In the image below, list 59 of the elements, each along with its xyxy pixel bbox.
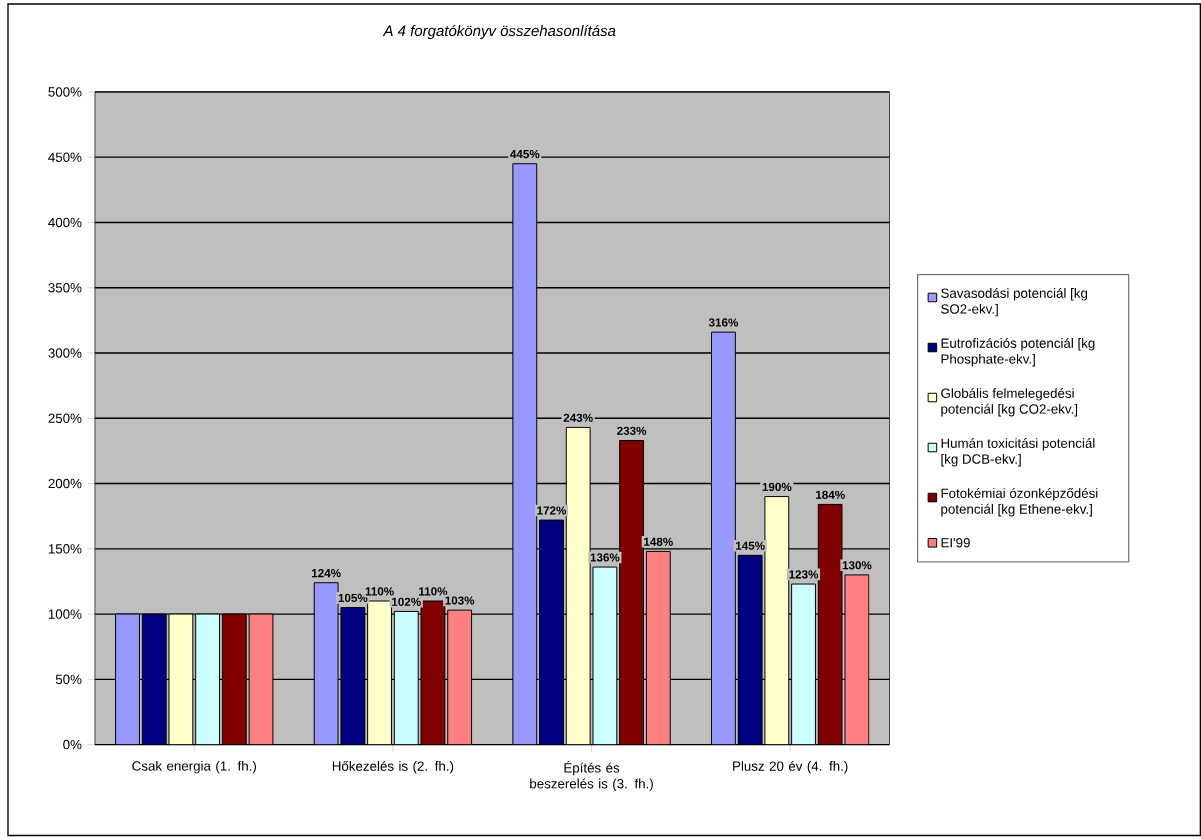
legend-label: Humán toxicitási potenciál [kg DCB-ekv.] <box>941 438 1095 467</box>
legend-label: Savasodási potenciál [kg SO2-ekv.] <box>941 288 1088 317</box>
y-tick-label: 300% <box>48 348 82 358</box>
data-label: 130% <box>842 561 872 570</box>
bar <box>764 496 790 745</box>
data-label: 190% <box>762 483 792 492</box>
bar <box>592 566 618 745</box>
data-label: 172% <box>537 506 567 515</box>
y-tick-label: 250% <box>48 413 82 424</box>
x-tick-label: Építés és beszerelés is (3. fh.) <box>530 761 653 792</box>
chart-title: A 4 forgatókönyv összehasonlítása <box>382 25 616 40</box>
data-label: 123% <box>789 570 819 579</box>
bar <box>539 519 564 745</box>
x-tick-label: Csak energia (1. fh.) <box>132 761 256 774</box>
data-label: 243% <box>563 413 593 423</box>
data-label: 145% <box>735 541 765 551</box>
y-tick-label: 0% <box>63 740 82 750</box>
bar <box>221 613 247 745</box>
y-tick-label: 400% <box>48 217 82 228</box>
bar <box>711 331 736 745</box>
data-label: 148% <box>644 537 673 547</box>
bar <box>512 163 538 745</box>
x-tick-label: Hőkezelés is (2. fh.) <box>332 761 454 774</box>
bar <box>619 440 645 745</box>
legend-label: Globális felmelegedési potenciál [kg CO2-ekv.] <box>941 388 1078 417</box>
y-tick-label: 500% <box>48 87 82 97</box>
data-label: 124% <box>311 569 341 578</box>
bar <box>367 600 392 745</box>
bar <box>565 427 591 745</box>
data-label: 102% <box>392 597 421 607</box>
bar <box>313 582 339 745</box>
x-tick-label: Plusz 20 év (4. fh.) <box>733 761 848 774</box>
data-label: 136% <box>590 553 620 562</box>
legend-label: EI'99 <box>941 538 970 548</box>
bar <box>115 613 140 745</box>
y-tick-label: 100% <box>48 609 82 620</box>
legend-label: Fotokémiai ózonképződési potenciál [kg Ethene-ekv.] <box>941 488 1098 517</box>
bar <box>817 504 843 745</box>
y-tick-label: 350% <box>48 283 82 293</box>
bar <box>791 583 816 745</box>
y-tick-label: 200% <box>48 479 82 489</box>
bar <box>340 607 366 745</box>
bar <box>737 555 763 745</box>
data-label: 316% <box>708 318 739 327</box>
bar <box>393 611 419 745</box>
data-label: 103% <box>445 596 475 605</box>
legend-label: Eutrofizációs potenciál [kg Phosphate-ekv.] <box>941 338 1095 367</box>
data-label: 110% <box>419 587 448 596</box>
data-label: 105% <box>338 594 368 603</box>
bar <box>195 613 221 745</box>
data-label: 445% <box>510 150 540 159</box>
data-label: 184% <box>816 490 845 500</box>
y-tick-label: 450% <box>48 152 82 163</box>
bar <box>420 600 446 745</box>
bar <box>141 613 167 745</box>
bar <box>168 613 194 745</box>
data-label: 233% <box>617 426 647 436</box>
y-tick-label: 50% <box>55 674 82 685</box>
y-tick-label: 150% <box>48 544 82 554</box>
